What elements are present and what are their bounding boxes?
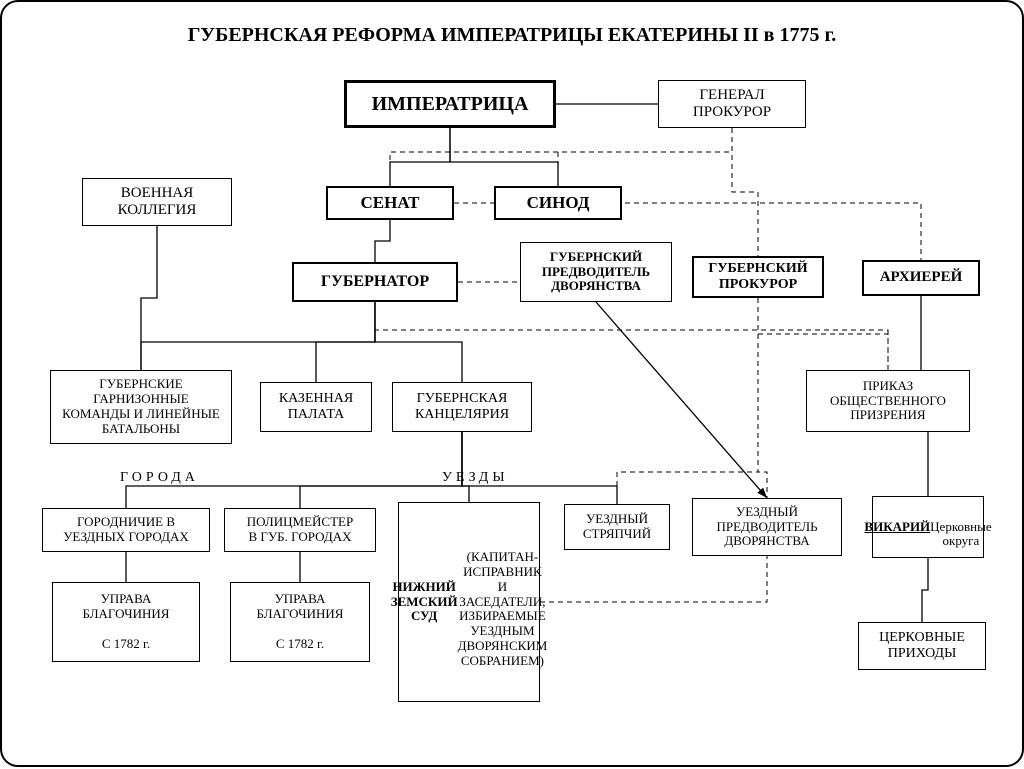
node-polic: ПОЛИЦМЕЙСТЕРВ ГУБ. ГОРОДАХ (224, 508, 376, 552)
node-gub: ГУБЕРНАТОР (292, 262, 458, 302)
node-arh: АРХИЕРЕЙ (862, 260, 980, 296)
label-lgor: ГОРОДА (120, 470, 199, 486)
node-sinod: СИНОД (494, 186, 622, 220)
node-ub2: УПРАВАБЛАГОЧИНИЯС 1782 г. (230, 582, 370, 662)
node-ggk: ГУБЕРНСКИЕГАРНИЗОННЫЕКОМАНДЫ И ЛИНЕЙНЫЕБ… (50, 370, 232, 444)
node-gk: ГУБЕРНСКАЯКАНЦЕЛЯРИЯ (392, 382, 532, 432)
node-nzs: НИЖНИЙЗЕМСКИЙ СУД(КАПИТАН-ИСПРАВНИК ИЗАС… (398, 502, 540, 702)
node-cpr: ЦЕРКОВНЫЕПРИХОДЫ (858, 622, 986, 670)
node-kp: КАЗЕННАЯПАЛАТА (260, 382, 372, 432)
diagram-title: ГУБЕРНСКАЯ РЕФОРМА ИМПЕРАТРИЦЫ ЕКАТЕРИНЫ… (2, 24, 1022, 47)
node-ustr: УЕЗДНЫЙСТРЯПЧИЙ (564, 504, 670, 550)
node-pop: ПРИКАЗОБЩЕСТВЕННОГОПРИЗРЕНИЯ (806, 370, 970, 432)
node-senat: СЕНАТ (326, 186, 454, 220)
label-luez: УЕЗДЫ (442, 470, 509, 486)
node-vk: ВОЕННАЯКОЛЛЕГИЯ (82, 178, 232, 226)
node-gpd: ГУБЕРНСКИЙПРЕДВОДИТЕЛЬДВОРЯНСТВА (520, 242, 672, 302)
node-gpro: ГЕНЕРАЛПРОКУРОР (658, 80, 806, 128)
node-gorug: ГОРОДНИЧИЕ ВУЕЗДНЫХ ГОРОДАХ (42, 508, 210, 552)
diagram-canvas: ГУБЕРНСКАЯ РЕФОРМА ИМПЕРАТРИЦЫ ЕКАТЕРИНЫ… (0, 0, 1024, 767)
node-imp: ИМПЕРАТРИЦА (344, 80, 556, 128)
node-gpr: ГУБЕРНСКИЙПРОКУРОР (692, 256, 824, 298)
node-upd: УЕЗДНЫЙПРЕДВОДИТЕЛЬДВОРЯНСТВА (692, 498, 842, 556)
node-ub1: УПРАВАБЛАГОЧИНИЯС 1782 г. (52, 582, 200, 662)
node-vik: ВИКАРИЙЦерковныеокруга (872, 496, 984, 558)
